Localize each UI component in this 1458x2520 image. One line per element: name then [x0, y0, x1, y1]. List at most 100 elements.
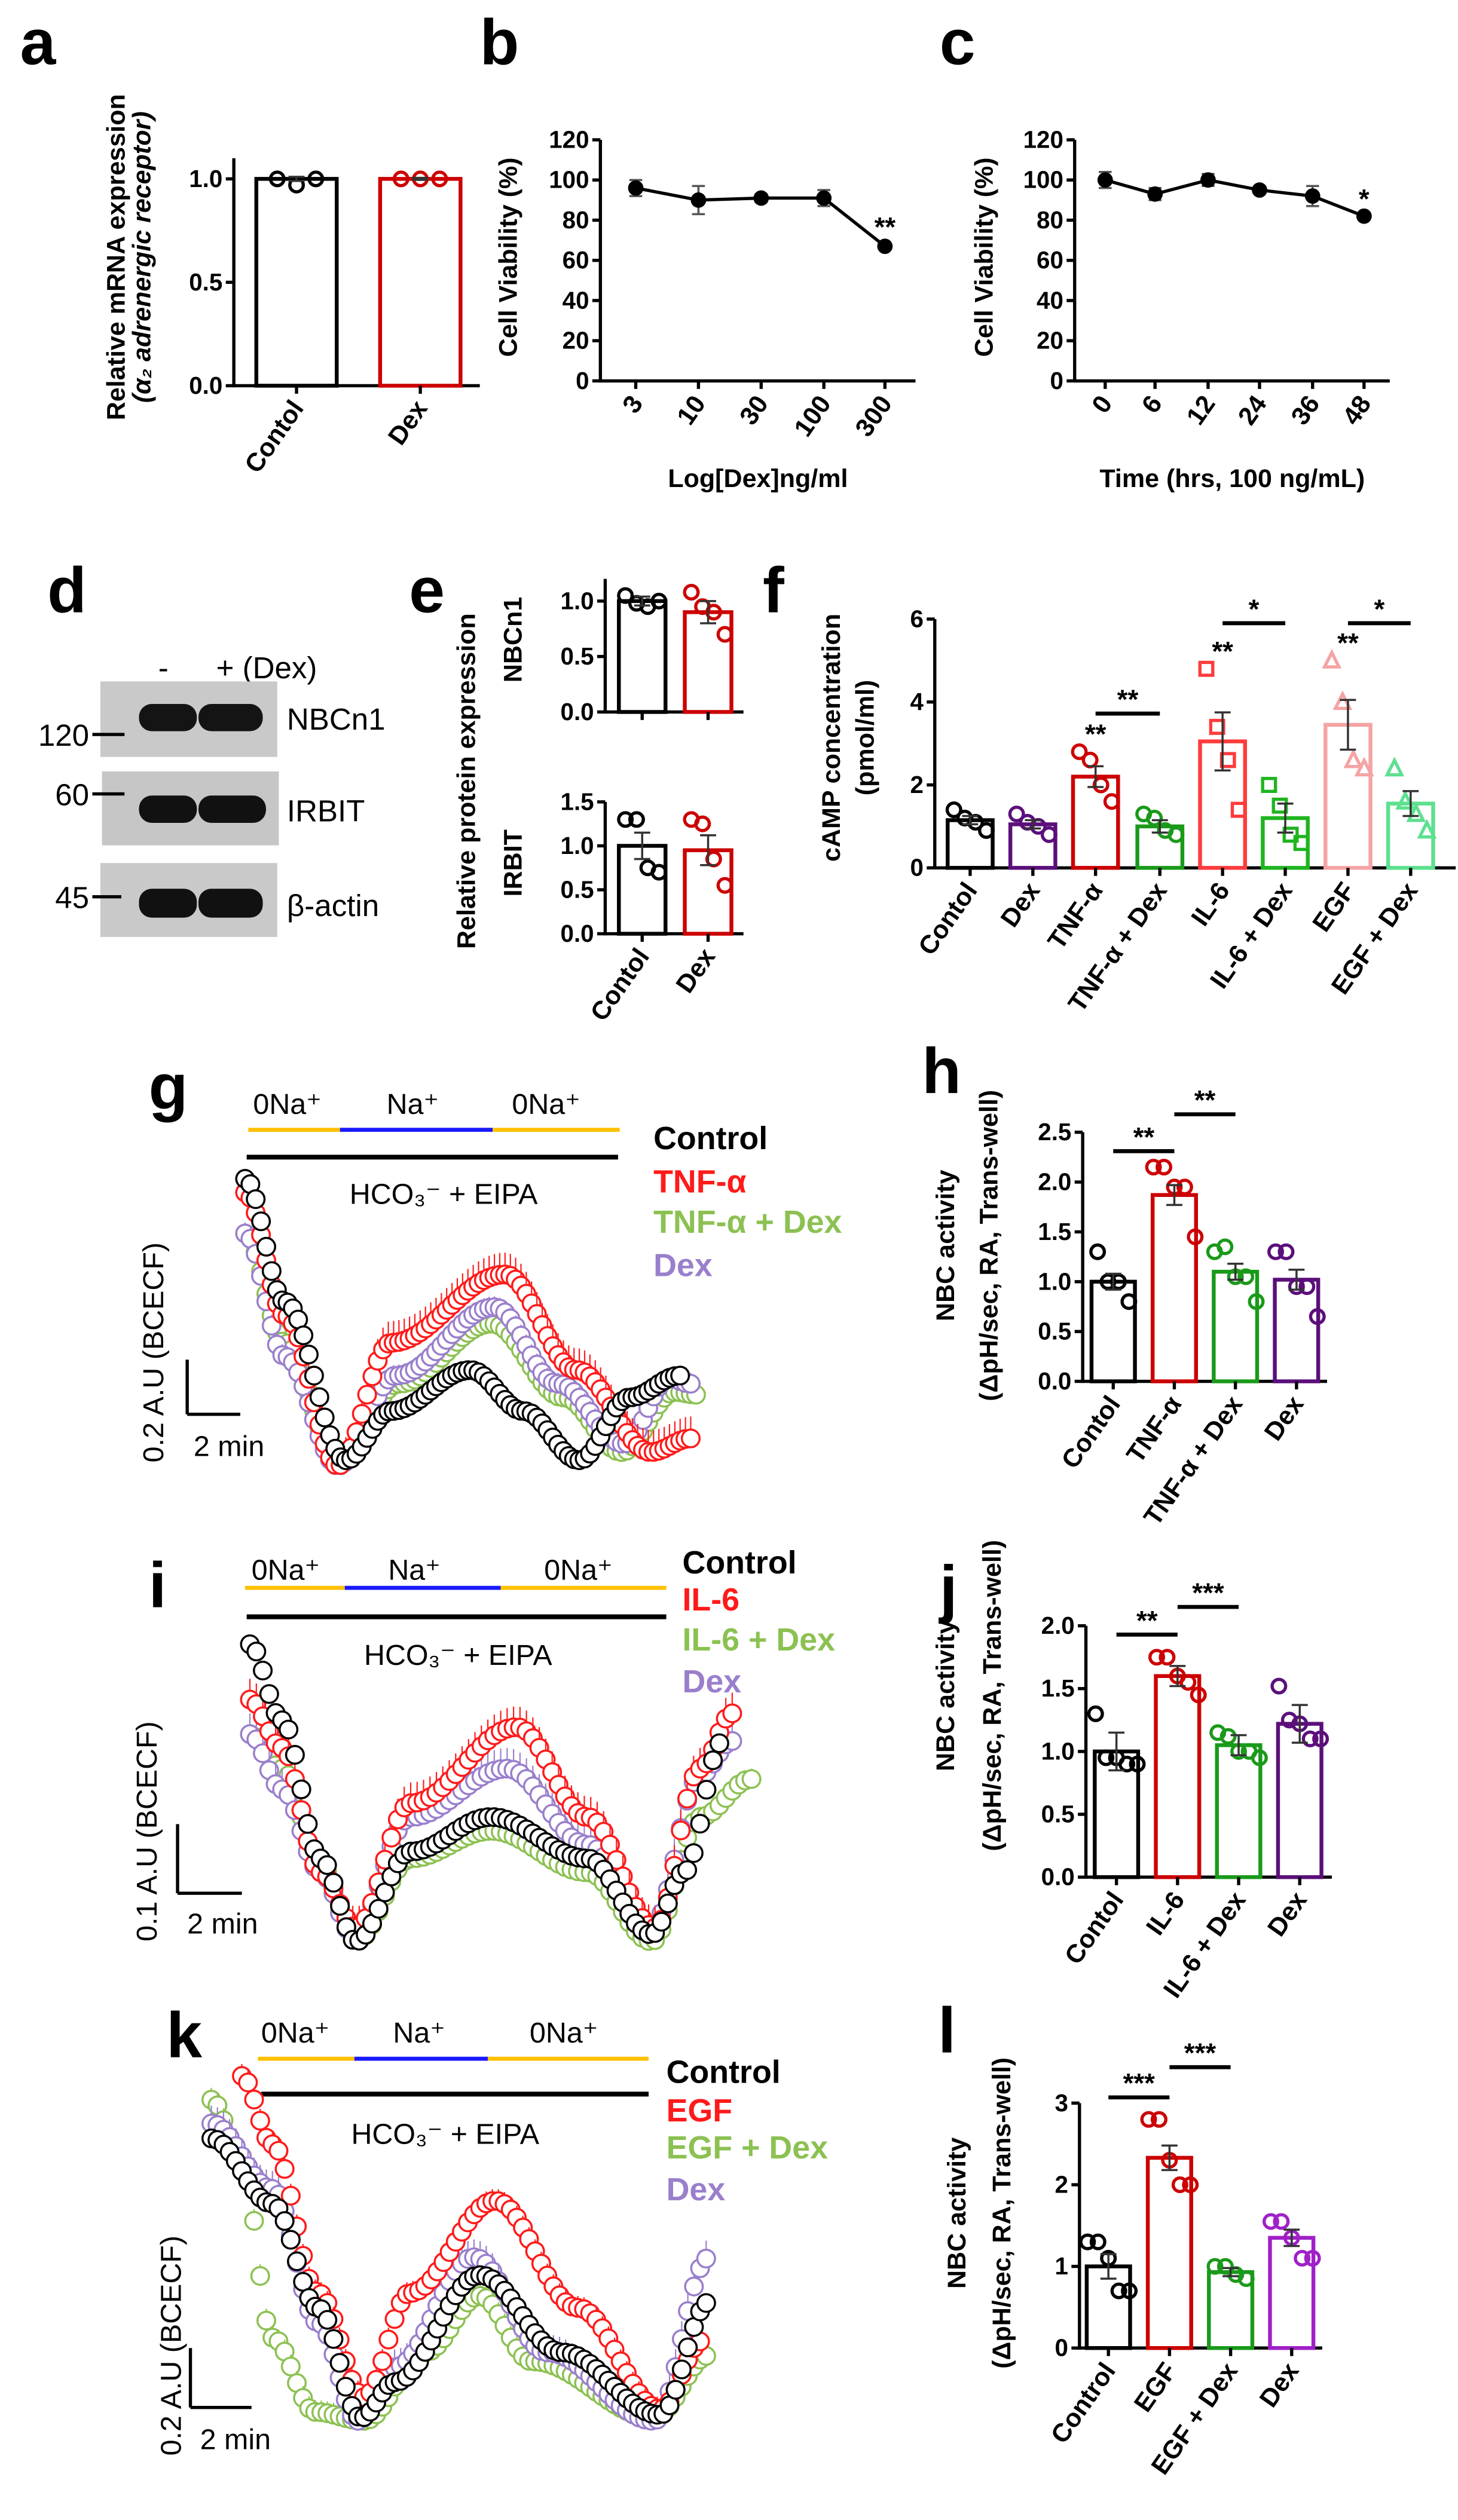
- bar: [1276, 1722, 1323, 1879]
- data-point: [1356, 208, 1372, 224]
- data-point: [1293, 835, 1310, 852]
- trace-point: [683, 1843, 704, 1863]
- data-point: [1159, 1649, 1176, 1666]
- trace-point: [256, 1236, 277, 1257]
- y-tick-label: 20: [563, 327, 589, 354]
- y-axis-label: (ΔpH/sec, RA, Trans-well): [988, 2057, 1016, 2369]
- y-tick-label: 1.0: [1041, 1737, 1075, 1765]
- y-axis-label: (ΔpH/sec, RA, Trans-well): [975, 1090, 1004, 1401]
- solution-label: Na⁺: [388, 1554, 440, 1587]
- band-label: β-actin: [287, 889, 379, 923]
- significance-star: *: [1374, 594, 1384, 624]
- panel-letter: l: [938, 1994, 956, 2066]
- y-tick-label: 0.0: [561, 698, 594, 725]
- trace-point: [280, 2230, 301, 2250]
- data-point: [705, 604, 722, 621]
- panel-l-bar-chart: l 0 1 2 3 NBC activity (ΔpH/sec, RA, Trans-wel…: [938, 1994, 1322, 2480]
- data-point: [431, 170, 448, 188]
- data-point: [1071, 743, 1088, 760]
- data-line: [1105, 178, 1365, 218]
- trace-point: [665, 2380, 686, 2400]
- data-point: [1216, 2258, 1234, 2275]
- y-tick-label: 40: [1037, 286, 1063, 314]
- trace-point: [378, 2329, 399, 2350]
- legend-entry: TNF-α + Dex: [653, 1204, 842, 1240]
- panel-letter: i: [149, 1549, 167, 1621]
- y-axis-label: (α₂ adrenergic receptor): [127, 111, 156, 403]
- trace-point: [709, 1733, 729, 1753]
- x-tick-label: Contol: [239, 395, 309, 478]
- data-point: [1230, 801, 1247, 818]
- y-tick-label: 1.5: [561, 788, 594, 815]
- solution-label: 0Na⁺: [261, 2017, 329, 2049]
- data-point: [1294, 2249, 1311, 2267]
- legend-entry: Dex: [667, 2172, 726, 2207]
- trace-point: [317, 1855, 337, 1875]
- legend-entry: Control: [667, 2054, 781, 2090]
- data-point: [307, 170, 325, 188]
- data-point: [1092, 776, 1109, 794]
- panel-letter: b: [480, 7, 519, 78]
- solution-label: Na⁺: [393, 2017, 445, 2049]
- data-point: [650, 592, 668, 610]
- trace-point: [291, 1779, 311, 1799]
- x-tick-label: Contol: [1056, 1391, 1126, 1474]
- significance-star: **: [1133, 1122, 1155, 1152]
- data-point: [1384, 757, 1405, 777]
- trace-point: [684, 2276, 704, 2297]
- trace-point: [261, 1261, 282, 1281]
- legend-entry: TNF-α: [653, 1164, 746, 1200]
- data-point: [1087, 1705, 1104, 1722]
- x-tick-label: Dex: [1262, 1887, 1313, 1942]
- data-point: [268, 170, 286, 188]
- data-point: [1098, 1749, 1115, 1766]
- x-axis-label: Time (hrs, 100 ng/mL): [1099, 464, 1365, 493]
- trace-point: [298, 1814, 318, 1834]
- significance-star: ***: [1123, 2068, 1156, 2099]
- data-point: [628, 811, 645, 828]
- data-point: [1206, 2258, 1224, 2275]
- data-point: [1190, 1686, 1207, 1704]
- data-point: [617, 811, 634, 828]
- data-point: [1182, 2176, 1199, 2193]
- data-point: [1282, 826, 1299, 843]
- data-point: [1167, 826, 1185, 843]
- x-tick-label: Dex: [671, 943, 722, 998]
- bar: [617, 599, 668, 714]
- bar: [254, 177, 339, 388]
- trace-series: [201, 2128, 716, 2427]
- trace-point: [690, 1814, 710, 1834]
- x-tick-label: Dex: [383, 395, 433, 450]
- y-tick-label: 100: [1023, 166, 1063, 194]
- x-tick-label: 30: [734, 390, 774, 430]
- data-point: [1110, 2282, 1127, 2299]
- trace-point: [259, 1684, 279, 1704]
- trace-point: [696, 1780, 717, 1800]
- y-axis-label: cAMP concentration: [817, 614, 846, 862]
- data-point: [1273, 2213, 1290, 2230]
- y-tick-label: 0.0: [189, 372, 222, 399]
- trace-point: [357, 1385, 377, 1405]
- y-tick-label: 1.0: [561, 832, 594, 859]
- data-point: [1198, 660, 1215, 677]
- data-point: [1089, 1243, 1107, 1260]
- panel-b-line-chart: b 0 20 40 60 80 100 120 Cell Viability (%) 3 10 30 1…: [480, 7, 916, 493]
- data-point: [1262, 2213, 1279, 2230]
- trace-point: [256, 2310, 277, 2331]
- trace-point: [253, 1660, 273, 1681]
- x-tick-label: Contol: [1059, 1887, 1129, 1970]
- x-tick-label: Dex: [995, 877, 1046, 932]
- data-point: [650, 864, 668, 881]
- y-tick-label: 0.5: [189, 268, 222, 296]
- data-point: [1395, 789, 1416, 810]
- y-tick-label: 20: [1037, 327, 1063, 354]
- data-point: [1008, 806, 1025, 823]
- data-point: [1079, 2233, 1096, 2250]
- x-tick-label: 24: [1233, 390, 1273, 430]
- data-point: [1120, 1293, 1138, 1310]
- data-point: [1417, 819, 1437, 839]
- trace-point: [670, 1365, 690, 1386]
